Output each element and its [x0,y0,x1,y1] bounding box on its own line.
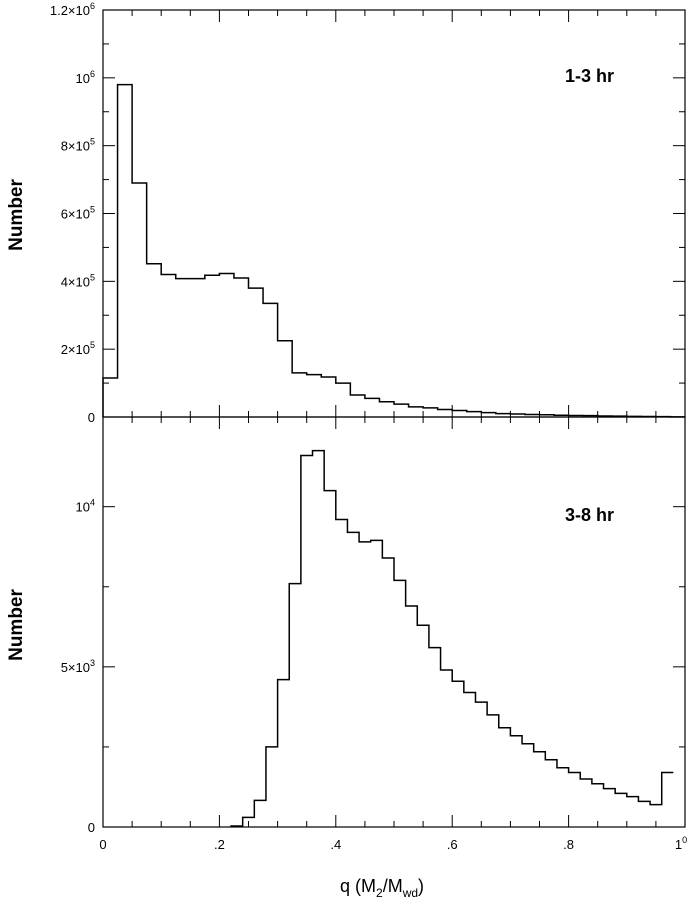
top-y-tick-label: 106 [76,69,95,86]
top-y-tick-label: 1.2×106 [50,1,95,18]
top-ticks [102,9,686,418]
x-tick-label: 0 [99,837,106,852]
bottom-histogram-step [230,449,674,827]
x-axis-label-close: ) [418,876,424,896]
bottom-y-axis-label: Number [6,589,27,661]
top-histogram-step [102,83,685,418]
x-tick-labels: 0 .2 .4 .6 .8 10 [99,835,687,852]
bottom-ticks [102,417,686,828]
x-axis-label-sub-wd: wd [402,886,418,900]
x-tick-label: .6 [447,837,458,852]
bottom-y-tick-label: 104 [76,498,95,515]
bottom-panel: 0 5×103 104 3-8 hr Number [6,416,686,835]
x-axis-label-slash: /M [383,876,403,896]
x-tick-label: .2 [214,837,225,852]
top-y-tick-label: 4×105 [61,272,95,289]
top-y-tick-label: 2×105 [61,340,95,357]
top-y-axis-label: Number [6,179,27,251]
top-panel: 0 2×105 4×105 6×105 8×105 106 1.2×106 1-3 hr N… [6,1,686,425]
x-tick-label: .4 [330,837,341,852]
x-axis-label: q (M2/Mwd) [340,876,424,900]
bottom-y-tick-labels: 0 5×103 104 [61,498,95,835]
top-y-tick-labels: 0 2×105 4×105 6×105 8×105 106 1.2×106 [50,1,95,425]
top-annotation: 1-3 hr [565,66,614,86]
x-axis-label-q: q (M [340,876,376,896]
bottom-y-tick-label: 5×103 [61,658,95,675]
x-tick-label: .8 [563,837,574,852]
x-tick-label: 10 [675,835,687,852]
top-y-tick-label: 0 [88,410,95,425]
top-y-tick-label: 6×105 [61,205,95,222]
top-y-tick-label: 8×105 [61,137,95,154]
bottom-y-tick-label: 0 [88,820,95,835]
bottom-annotation: 3-8 hr [565,505,614,525]
bottom-plot-frame [102,416,686,828]
x-axis-label-sub-2: 2 [376,886,383,900]
